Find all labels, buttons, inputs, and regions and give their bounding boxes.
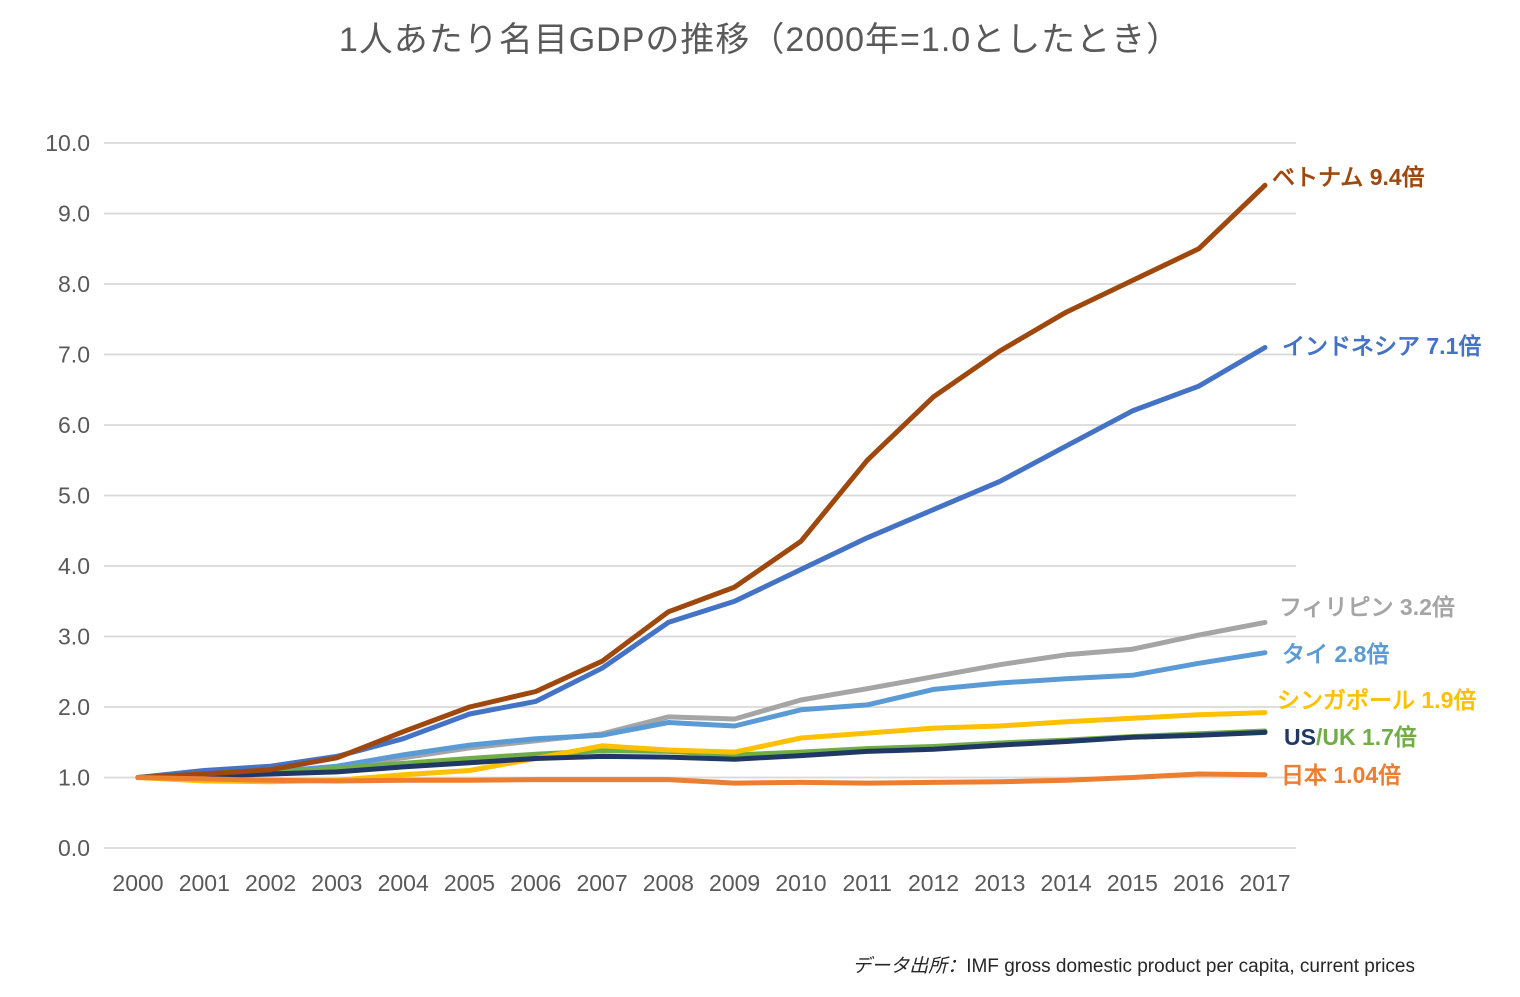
y-axis-tick-label: 8.0 bbox=[58, 271, 90, 297]
series-line-us bbox=[135, 729, 1268, 780]
series-label-us-uk: US/UK 1.7倍 bbox=[1284, 724, 1417, 751]
x-axis-tick-label: 2017 bbox=[1239, 870, 1290, 896]
series-label-uk: /UK 1.7倍 bbox=[1315, 724, 1417, 750]
series-label-thailand: タイ 2.8倍 bbox=[1282, 641, 1390, 667]
x-axis-tick-label: 2009 bbox=[709, 870, 760, 896]
y-axis-tick-label: 9.0 bbox=[58, 201, 90, 227]
series-label-philippines: フィリピン 3.2倍 bbox=[1279, 594, 1455, 620]
x-axis-tick-label: 2000 bbox=[112, 870, 163, 896]
series-line-japan bbox=[135, 771, 1268, 786]
x-axis-tick-label: 2011 bbox=[843, 870, 892, 896]
x-axis-tick-label: 2001 bbox=[179, 870, 230, 896]
x-axis-tick-label: 2012 bbox=[908, 870, 959, 896]
series-line-vietnam bbox=[135, 182, 1268, 780]
source-note-prefix: データ出所： bbox=[852, 956, 967, 977]
x-axis-tick-label: 2003 bbox=[311, 870, 362, 896]
series-label-singapore: シンガポール 1.9倍 bbox=[1277, 687, 1477, 713]
y-axis-tick-label: 2.0 bbox=[58, 694, 90, 720]
y-axis-tick-label: 3.0 bbox=[58, 624, 90, 650]
x-axis-tick-label: 2006 bbox=[510, 870, 561, 896]
y-axis-tick-label: 4.0 bbox=[58, 553, 90, 579]
x-axis-tick-label: 2007 bbox=[576, 870, 627, 896]
series-label-us: US bbox=[1284, 724, 1316, 750]
x-axis-tick-label: 2002 bbox=[245, 870, 296, 896]
series-label-vietnam: ベトナム 9.4倍 bbox=[1272, 164, 1425, 190]
x-axis-tick-label: 2013 bbox=[974, 870, 1025, 896]
source-note-body: IMF gross domestic product per capita, c… bbox=[966, 956, 1415, 977]
x-axis-tick-label: 2016 bbox=[1173, 870, 1224, 896]
x-axis-tick-label: 2008 bbox=[643, 870, 694, 896]
series-line-indonesia bbox=[135, 345, 1268, 780]
y-axis-tick-label: 5.0 bbox=[58, 483, 90, 509]
y-axis-tick-label: 0.0 bbox=[58, 835, 90, 861]
y-axis-tick-label: 1.0 bbox=[58, 765, 90, 791]
y-axis-tick-label: 6.0 bbox=[58, 412, 90, 438]
y-axis-tick-label: 7.0 bbox=[58, 342, 90, 368]
x-axis-tick-label: 2010 bbox=[775, 870, 826, 896]
y-axis-tick-label: 10.0 bbox=[45, 130, 90, 156]
chart-title: 1人あたり名目GDPの推移（2000年=1.0としたとき） bbox=[338, 21, 1182, 59]
x-axis-tick-label: 2015 bbox=[1107, 870, 1158, 896]
series-label-indonesia: インドネシア 7.1倍 bbox=[1282, 333, 1482, 359]
source-note: データ出所：IMF gross domestic product per cap… bbox=[852, 951, 1415, 978]
x-axis-tick-label: 2005 bbox=[444, 870, 495, 896]
x-axis-tick-label: 2014 bbox=[1041, 870, 1092, 896]
x-axis-tick-label: 2004 bbox=[378, 870, 429, 896]
series-label-japan: 日本 1.04倍 bbox=[1281, 762, 1402, 788]
